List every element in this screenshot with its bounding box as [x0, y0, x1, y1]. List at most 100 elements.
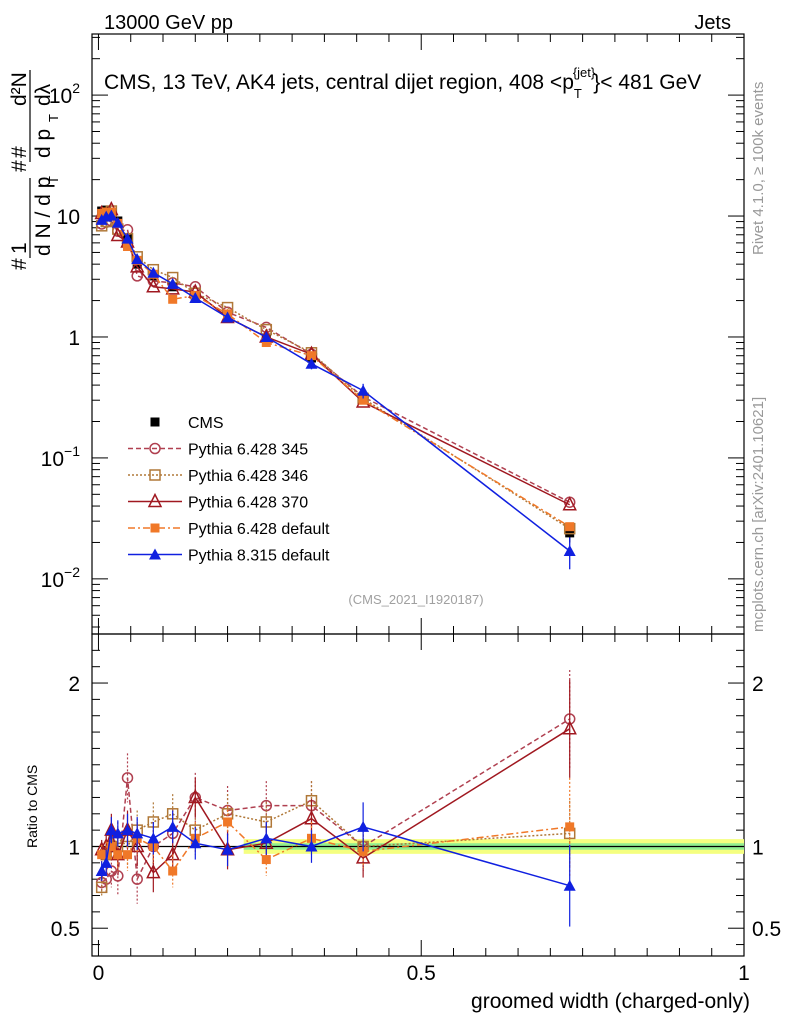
y-axis-ratio: 0.5 0.5 1 1 2 2	[51, 633, 781, 946]
data-point-pythia-6-428-370	[562, 496, 577, 511]
data-point-pythia-8-315-default	[147, 266, 160, 278]
ratio-point-pythia-8-315-default	[357, 820, 370, 832]
legend-marker-pythia-6-428-default	[150, 523, 160, 533]
y-tick-label: 10−1	[41, 443, 81, 471]
data-point-pythia-6-428-default	[261, 338, 271, 348]
ratio-point-pythia-8-315-default	[305, 840, 318, 852]
ratio-point-pythia-6-428-370	[188, 788, 203, 804]
x-axis: 0 0.5 1	[93, 34, 750, 985]
svg-text:d N / d p: d N / d p	[32, 177, 55, 256]
data-point-pythia-6-428-default	[123, 241, 133, 251]
svg-text:#: #	[8, 146, 31, 158]
legend-marker-pythia-6-428-370	[147, 492, 163, 508]
data-point-pythia-6-428-370	[110, 226, 126, 242]
ratio-point-pythia-6-428-default	[565, 822, 575, 832]
data-point-pythia-6-428-default	[168, 294, 178, 304]
ratio-point-pythia-6-428-370	[355, 849, 371, 864]
ratio-plot-frame	[91, 633, 745, 957]
svg-text:d p: d p	[32, 129, 55, 158]
main-series-group	[94, 200, 577, 570]
data-point-pythia-8-315-default	[305, 357, 318, 369]
series-line-pythia-6-428-default	[101, 211, 571, 528]
data-point-pythia-6-428-default	[358, 395, 368, 405]
ratio-y-tick-label: 2	[68, 673, 80, 696]
data-point-pythia-8-315-default	[121, 232, 134, 244]
ratio-point-pythia-6-428-default	[97, 850, 107, 860]
svg-text:T: T	[46, 176, 61, 184]
ratio-point-pythia-8-315-default	[121, 824, 134, 836]
legend-label-cms: CMS	[188, 415, 224, 432]
ratio-point-pythia-8-315-default	[111, 827, 124, 839]
legend-marker-pythia-8-315-default	[149, 548, 161, 560]
ratio-point-pythia-8-315-default	[95, 865, 108, 877]
legend: CMS Pythia 6.428 345 Pythia 6.428 346 Pythi…	[128, 415, 330, 565]
data-point-pythia-6-428-345	[131, 270, 143, 282]
ratio-point-pythia-6-428-345	[121, 772, 134, 784]
svg-text:#: #	[8, 258, 31, 270]
ratio-point-pythia-8-315-default	[563, 879, 576, 891]
ratio-y-tick-label: 1	[68, 836, 80, 859]
ratio-point-pythia-8-315-default	[189, 837, 202, 849]
analysis-id: (CMS_2021_I1920187)	[348, 592, 483, 607]
svg-text:d²N: d²N	[8, 72, 31, 106]
y-axis-label-main: # 1 d N / d p T # # d p T d²N dλ	[8, 70, 61, 270]
legend-label-pythia-6-428-370: Pythia 6.428 370	[188, 495, 308, 512]
ratio-point-pythia-6-428-default	[106, 841, 116, 851]
data-point-cms	[565, 528, 575, 538]
data-point-pythia-6-428-default	[565, 522, 575, 532]
ratio-point-pythia-8-315-default	[221, 843, 234, 855]
y-axis-main: 102 10 1 10−1 10−2	[41, 36, 744, 628]
ratio-point-pythia-6-428-default	[223, 817, 233, 827]
data-point-pythia-8-315-default	[221, 311, 234, 323]
series-line-pythia-6-428-345	[101, 220, 571, 503]
data-point-pythia-8-315-default	[111, 216, 124, 228]
ratio-point-pythia-6-428-370	[562, 720, 577, 735]
ratio-point-pythia-6-428-345	[131, 873, 143, 885]
ratio-point-pythia-8-315-default	[147, 832, 160, 844]
legend-label-pythia-8-315-default: Pythia 8.315 default	[188, 548, 330, 565]
data-point-pythia-6-428-370	[146, 278, 161, 293]
data-point-pythia-8-315-default	[131, 253, 144, 265]
x-axis-label: groomed width (charged-only)	[471, 990, 750, 1013]
x-tick-label: 1	[738, 962, 750, 985]
ratio-point-pythia-6-428-default	[113, 850, 123, 860]
ratio-point-pythia-6-428-default	[123, 850, 133, 860]
data-point-pythia-8-315-default	[260, 330, 273, 342]
svg-text:#: #	[8, 160, 31, 172]
data-point-pythia-8-315-default	[357, 384, 370, 396]
legend-marker-pythia-6-428-345	[149, 442, 161, 455]
ratio-y-tick-label-right: 1	[752, 836, 764, 859]
ratio-point-pythia-6-428-default	[261, 855, 271, 865]
data-point-pythia-6-428-370	[129, 258, 145, 273]
data-point-pythia-6-428-default	[306, 351, 316, 361]
ratio-point-pythia-6-428-370	[146, 863, 161, 879]
ratio-y-tick-label-right: 2	[752, 673, 764, 696]
process-label: Jets	[694, 12, 731, 34]
legend-label-pythia-6-428-345: Pythia 6.428 345	[188, 442, 308, 459]
series-line-pythia-6-428-370	[101, 208, 571, 506]
chart-title: CMS, 13 TeV, AK4 jets, central dijet reg…	[104, 65, 701, 101]
ratio-line-pythia-6-428-345	[101, 718, 571, 884]
ratio-point-pythia-8-315-default	[105, 824, 118, 836]
ratio-point-pythia-8-315-default	[131, 827, 144, 839]
ratio-point-pythia-6-428-default	[168, 866, 178, 876]
series-line-pythia-6-428-346	[101, 209, 571, 530]
series-line-pythia-8-315-default	[101, 214, 571, 552]
rivet-version-label: Rivet 4.1.0, ≥ 100k events	[750, 82, 767, 255]
svg-text:dλ: dλ	[32, 83, 55, 106]
data-point-pythia-8-315-default	[166, 277, 179, 289]
y-tick-label: 1	[68, 327, 80, 350]
svg-text:1: 1	[8, 242, 31, 254]
ratio-point-pythia-8-315-default	[166, 820, 179, 832]
legend-label-pythia-6-428-346: Pythia 6.428 346	[188, 468, 308, 485]
x-tick-label: 0	[93, 962, 105, 985]
data-point-pythia-8-315-default	[189, 292, 202, 304]
x-tick-label: 0.5	[407, 962, 436, 985]
data-point-pythia-6-428-default	[97, 208, 107, 218]
main-plot-frame	[91, 33, 745, 635]
mcplots-label: mcplots.cern.ch [arXiv:2401.10621]	[750, 397, 767, 632]
legend-marker-cms	[150, 417, 160, 427]
ratio-series-group	[94, 669, 577, 927]
y-tick-label: 10	[57, 206, 80, 229]
